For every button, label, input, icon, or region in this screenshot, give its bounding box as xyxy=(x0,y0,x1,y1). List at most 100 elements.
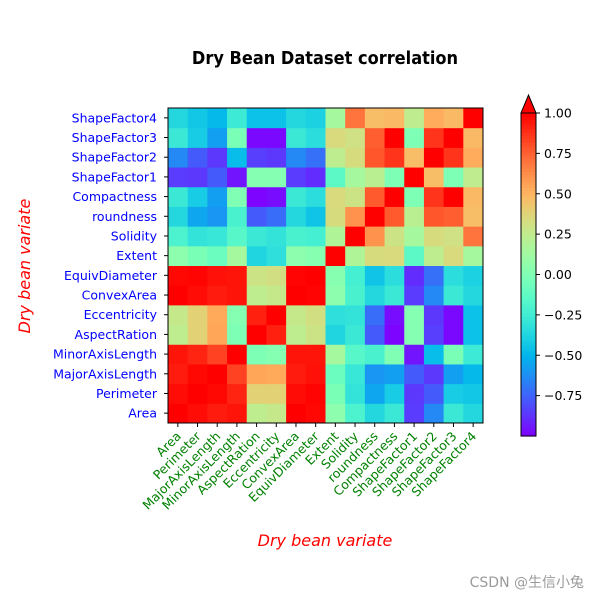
colorbar-segment xyxy=(521,164,536,169)
heatmap-cell-EquivDiameter-ConvexArea xyxy=(286,265,307,286)
heatmap-cell-MinorAxisLength-AspectRation xyxy=(246,344,267,365)
heatmap-cell-ShapeFactor1-roundness xyxy=(364,167,386,188)
colorbar-segment xyxy=(521,151,536,156)
heatmap-cell-ShapeFactor1-Compactness xyxy=(384,167,405,188)
heatmap-cell-Solidity-Compactness xyxy=(384,226,405,247)
heatmap-cell-EquivDiameter-ShapeFactor3 xyxy=(443,265,464,286)
colorbar-segment xyxy=(521,116,536,121)
heatmap-cell-ShapeFactor4-AspectRation xyxy=(246,108,267,129)
heatmap-cell-ShapeFactor4-MajorAxisLength xyxy=(207,108,228,129)
heatmap-cell-Compactness-roundness xyxy=(364,186,386,207)
colorbar-segment xyxy=(521,429,536,434)
heatmap-cell-Solidity-ShapeFactor2 xyxy=(423,226,445,247)
colorbar-segment xyxy=(521,203,536,208)
colorbar-segment xyxy=(521,235,536,240)
heatmap-cell-Area-EquivDiameter xyxy=(305,403,326,424)
colorbar-tick-label: −0.75 xyxy=(544,388,582,403)
heatmap-cell-Eccentricity-MinorAxisLength xyxy=(227,304,248,326)
colorbar-segment xyxy=(521,381,536,385)
colorbar-segment xyxy=(521,364,536,369)
y-tick-label: ConvexArea xyxy=(82,288,157,303)
heatmap-cell-MajorAxisLength-Area xyxy=(168,363,189,385)
heatmap-cell-ShapeFactor2-ShapeFactor3 xyxy=(443,147,464,168)
heatmap-cell-Eccentricity-ShapeFactor3 xyxy=(443,304,464,326)
colorbar-segment xyxy=(521,196,536,201)
heatmap-cell-ShapeFactor3-Eccentricity xyxy=(266,127,287,148)
heatmap-cell-Solidity-AspectRation xyxy=(246,226,267,247)
heatmap-cell-EquivDiameter-Eccentricity xyxy=(266,265,287,286)
heatmap-cell-Compactness-Compactness xyxy=(384,186,405,207)
heatmap-cell-Eccentricity-Eccentricity xyxy=(266,304,287,326)
heatmap-cell-MinorAxisLength-ShapeFactor1 xyxy=(404,344,425,365)
y-axis-label: Dry bean variate xyxy=(15,198,34,333)
heatmap-cell-Compactness-Perimeter xyxy=(187,186,208,207)
heatmap-cell-Solidity-roundness xyxy=(364,226,386,247)
colorbar-segment xyxy=(521,400,536,405)
colorbar-segment xyxy=(521,322,536,327)
colorbar-segment xyxy=(521,410,536,414)
heatmap-cell-EquivDiameter-Perimeter xyxy=(187,265,208,286)
heatmap-cell-MajorAxisLength-Extent xyxy=(325,363,346,385)
colorbar-segment xyxy=(521,352,536,356)
colorbar-segment xyxy=(521,138,536,143)
heatmap-cell-ShapeFactor2-ShapeFactor4 xyxy=(463,147,484,168)
y-tick-label: roundness xyxy=(92,209,157,224)
heatmap-cell-ShapeFactor2-AspectRation xyxy=(246,147,267,168)
heatmap-cell-Perimeter-Extent xyxy=(325,383,346,404)
heatmap-cell-ConvexArea-Compactness xyxy=(384,285,405,306)
colorbar-segment xyxy=(521,371,536,376)
heatmap-cell-MinorAxisLength-ShapeFactor4 xyxy=(463,344,484,365)
heatmap-cell-Solidity-Area xyxy=(168,226,189,247)
heatmap-cell-ShapeFactor1-Solidity xyxy=(345,167,366,188)
heatmap-cell-ShapeFactor2-roundness xyxy=(364,147,386,168)
heatmap-cell-EquivDiameter-AspectRation xyxy=(246,265,267,286)
colorbar-segment xyxy=(521,167,536,172)
heatmap-cell-AspectRation-ShapeFactor2 xyxy=(423,324,445,345)
heatmap-cell-MajorAxisLength-ConvexArea xyxy=(286,363,307,385)
heatmap-cell-ShapeFactor3-ConvexArea xyxy=(286,127,307,148)
heatmap-cell-roundness-Solidity xyxy=(345,206,366,227)
heatmap-cell-Extent-ConvexArea xyxy=(286,245,307,266)
heatmap-cell-ShapeFactor2-MajorAxisLength xyxy=(207,147,228,168)
heatmap-cell-Solidity-Perimeter xyxy=(187,226,208,247)
colorbar-segment xyxy=(521,280,536,285)
colorbar-segment xyxy=(521,180,536,185)
heatmap-cell-ShapeFactor3-Compactness xyxy=(384,127,405,148)
heatmap-cell-EquivDiameter-Extent xyxy=(325,265,346,286)
heatmap-cell-AspectRation-MinorAxisLength xyxy=(227,324,248,345)
heatmap-cell-ShapeFactor3-Area xyxy=(168,127,189,148)
heatmap-cell-Eccentricity-ShapeFactor1 xyxy=(404,304,425,326)
colorbar-segment xyxy=(521,132,536,137)
colorbar-segment xyxy=(521,377,536,382)
colorbar-segment xyxy=(521,148,536,153)
heatmap-cell-roundness-AspectRation xyxy=(246,206,267,227)
heatmap-cell-Perimeter-ShapeFactor3 xyxy=(443,383,464,404)
heatmap-cell-ShapeFactor1-EquivDiameter xyxy=(305,167,326,188)
heatmap-cell-AspectRation-Extent xyxy=(325,324,346,345)
x-axis-label: Dry bean variate xyxy=(258,531,393,550)
heatmap-cell-ShapeFactor2-ShapeFactor2 xyxy=(423,147,445,168)
heatmap-cell-Perimeter-Area xyxy=(168,383,189,404)
colorbar-segment xyxy=(521,245,536,250)
heatmap-cell-Perimeter-Solidity xyxy=(345,383,366,404)
colorbar-tick-label: −0.50 xyxy=(544,348,582,363)
colorbar-segment xyxy=(521,248,536,253)
heatmap-cell-ShapeFactor3-EquivDiameter xyxy=(305,127,326,148)
heatmap-cell-ShapeFactor1-MajorAxisLength xyxy=(207,167,228,188)
heatmap-cell-ShapeFactor4-ShapeFactor4 xyxy=(463,108,484,129)
heatmap-cell-Extent-EquivDiameter xyxy=(305,245,326,266)
heatmap-cell-MajorAxisLength-Solidity xyxy=(345,363,366,385)
y-tick-label: ShapeFactor1 xyxy=(72,169,157,184)
colorbar-segment xyxy=(521,268,536,272)
heatmap-cell-Extent-AspectRation xyxy=(246,245,267,266)
colorbar-segment xyxy=(521,206,536,211)
colorbar-segment xyxy=(521,209,536,214)
colorbar-segment xyxy=(521,174,536,179)
colorbar-tick-label: 0.00 xyxy=(544,267,572,282)
heatmap-cell-Compactness-Area xyxy=(168,186,189,207)
heatmap-cell-Perimeter-Perimeter xyxy=(187,383,208,404)
colorbar-segment xyxy=(521,419,536,424)
heatmap-cell-ShapeFactor4-Solidity xyxy=(345,108,366,129)
heatmap-cell-Area-Area xyxy=(168,403,189,424)
colorbar-segment xyxy=(521,274,536,279)
